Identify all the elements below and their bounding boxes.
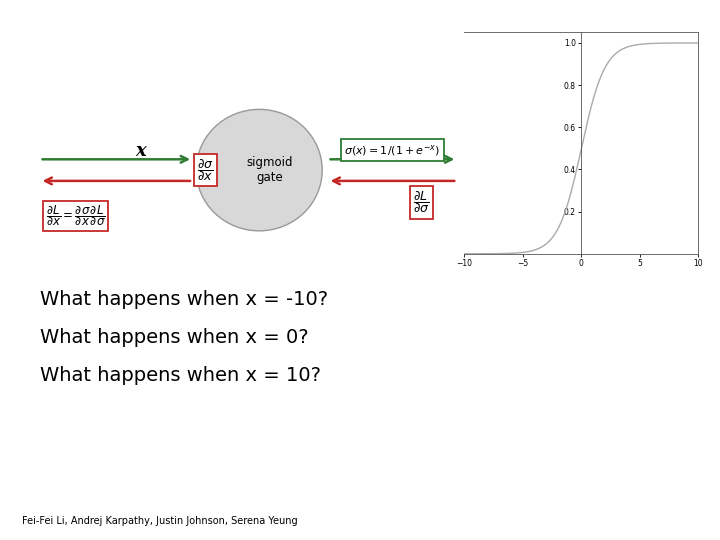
Text: What happens when x = 10?: What happens when x = 10?: [40, 366, 320, 385]
Text: $\dfrac{\partial L}{\partial\sigma}$: $\dfrac{\partial L}{\partial\sigma}$: [413, 190, 430, 215]
Text: $\dfrac{\partial L}{\partial x} = \dfrac{\partial\sigma}{\partial x}\dfrac{\part: $\dfrac{\partial L}{\partial x} = \dfrac…: [46, 204, 105, 228]
Ellipse shape: [196, 109, 323, 231]
Text: $\sigma(x) = 1/(1 + e^{-x})$: $\sigma(x) = 1/(1 + e^{-x})$: [344, 143, 441, 158]
Text: $\dfrac{\partial\sigma}{\partial x}$: $\dfrac{\partial\sigma}{\partial x}$: [197, 157, 214, 183]
Text: What happens when x = 0?: What happens when x = 0?: [40, 328, 308, 347]
Text: Fei-Fei Li, Andrej Karpathy, Justin Johnson, Serena Yeung: Fei-Fei Li, Andrej Karpathy, Justin John…: [22, 516, 297, 526]
Text: x: x: [135, 142, 145, 160]
Text: sigmoid
gate: sigmoid gate: [247, 156, 293, 184]
Text: What happens when x = -10?: What happens when x = -10?: [40, 290, 328, 309]
